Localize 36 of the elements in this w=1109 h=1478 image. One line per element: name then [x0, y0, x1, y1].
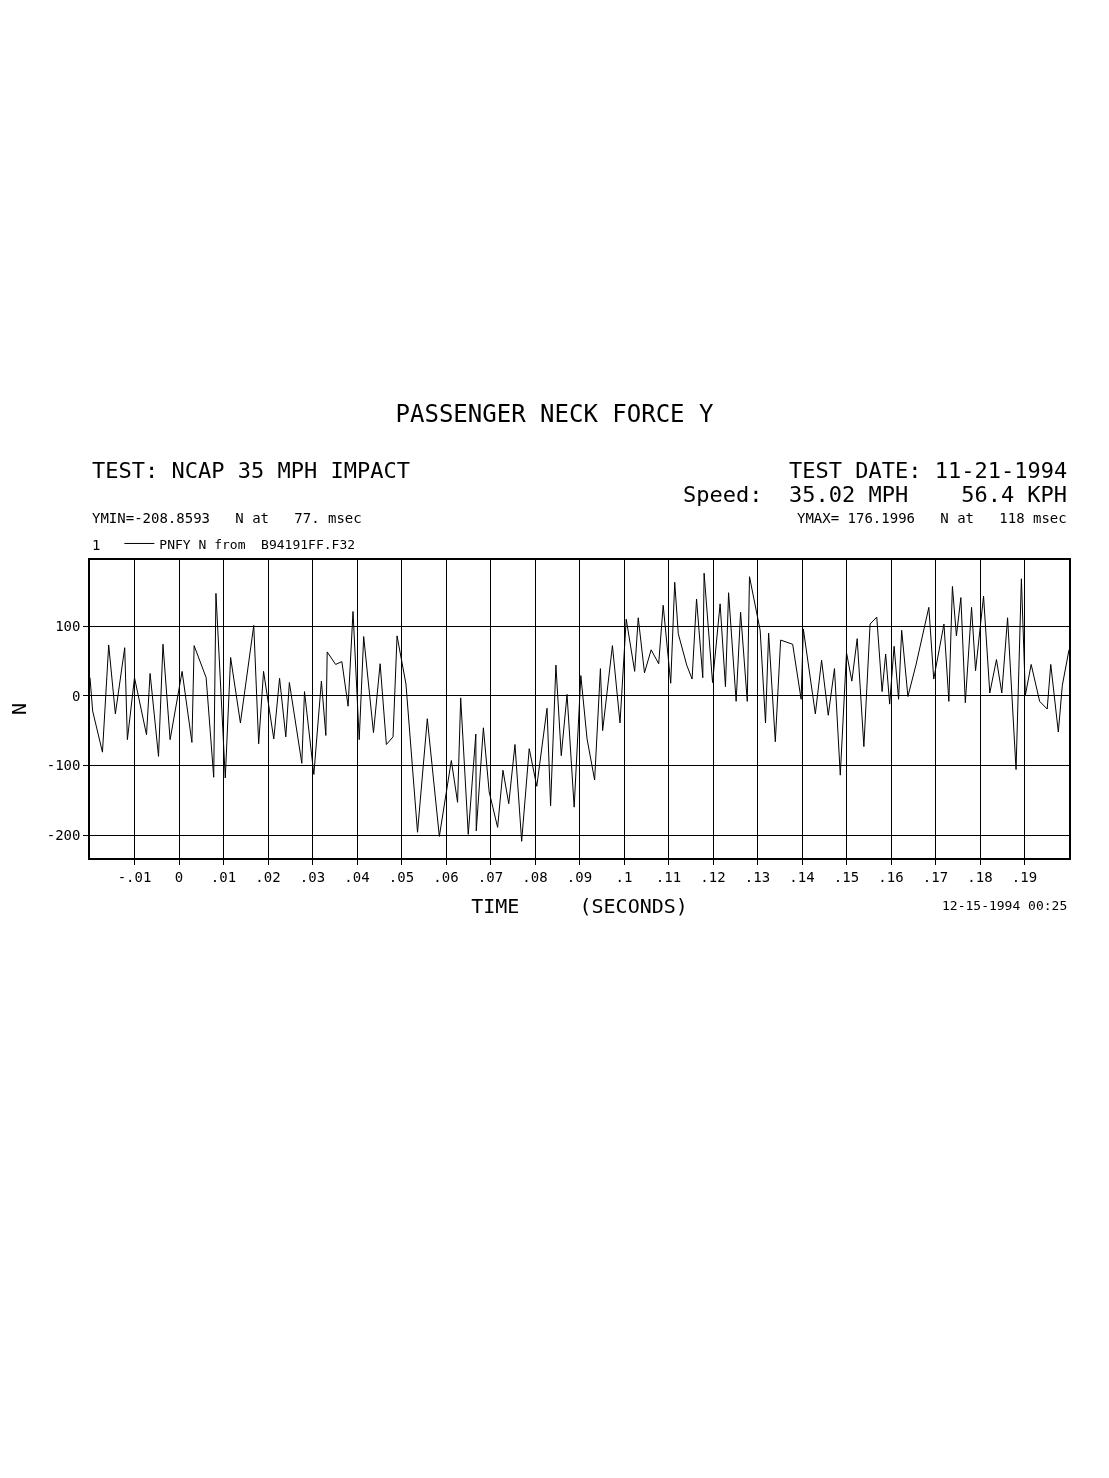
text: Speed: 35.02 MPH 56.4 KPH: [683, 482, 1068, 507]
y-tick-label: 100: [55, 618, 81, 635]
x-tick-label: .11: [655, 868, 682, 885]
x-tick-label: .16: [878, 868, 904, 885]
text: 1: [92, 537, 101, 553]
y-axis-title: N: [6, 702, 31, 716]
x-tick-label: .03: [299, 868, 326, 885]
text: TEST: NCAP 35 MPH IMPACT: [92, 458, 410, 483]
y-tick-label: 0: [72, 687, 81, 704]
x-tick-label: .04: [344, 868, 370, 885]
x-tick-label: .07: [477, 868, 504, 885]
x-tick-label: .02: [255, 868, 281, 885]
chart-title: PASSENGER NECK FORCE Y: [395, 400, 714, 429]
x-tick-label: .12: [700, 868, 726, 885]
y-tick-label: -200: [46, 826, 81, 843]
x-tick-label: 0: [174, 868, 184, 885]
x-tick-label: -.01: [117, 868, 152, 885]
x-tick-label: .18: [967, 868, 993, 885]
x-tick-label: .19: [1011, 868, 1038, 885]
x-axis-title: TIME (SECONDS): [471, 893, 688, 918]
x-tick-label: .17: [922, 868, 949, 885]
x-tick-label: .14: [789, 868, 815, 885]
legend-label: PNFY N from B94191FF.F32: [159, 536, 356, 552]
text: 12-15-1994 00:25: [942, 898, 1068, 913]
y-tick-label: -100: [46, 757, 81, 774]
x-tick-label: .06: [433, 868, 459, 885]
x-tick-label: .05: [388, 868, 415, 885]
text: YMAX= 176.1996 N at 118 msec: [797, 510, 1067, 526]
x-tick-label: .1: [615, 868, 633, 885]
x-tick-label: .08: [522, 868, 548, 885]
text: TEST DATE: 11-21-1994: [789, 458, 1068, 483]
x-tick-label: .15: [833, 868, 860, 885]
text: YMIN=-208.8593 N at 77. msec: [92, 510, 362, 526]
x-tick-label: .09: [566, 868, 593, 885]
x-tick-label: .13: [744, 868, 771, 885]
x-tick-label: .01: [210, 868, 237, 885]
